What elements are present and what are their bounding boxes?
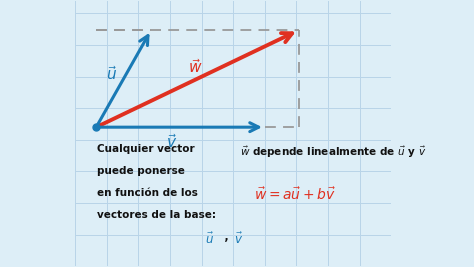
Text: puede ponerse: puede ponerse [97, 166, 185, 176]
Text: ,: , [221, 232, 237, 242]
Text: vectores de la base:: vectores de la base: [97, 210, 216, 220]
Text: $\vec{u}$: $\vec{u}$ [205, 232, 214, 247]
Text: $\vec{v}$: $\vec{v}$ [166, 133, 178, 151]
Text: Cualquier vector: Cualquier vector [97, 144, 195, 154]
Text: en función de los: en función de los [97, 188, 198, 198]
Text: $\vec{w}$ depende linealmente de $\vec{u}$ y $\vec{v}$: $\vec{w}$ depende linealmente de $\vec{u… [239, 144, 426, 159]
Text: $\vec{w} = a\vec{u} + b\vec{v}$: $\vec{w} = a\vec{u} + b\vec{v}$ [255, 186, 336, 203]
Text: $\vec{v}$: $\vec{v}$ [234, 232, 243, 247]
Text: $\vec{w}$: $\vec{w}$ [188, 58, 203, 77]
Text: $\vec{u}$: $\vec{u}$ [106, 65, 117, 83]
